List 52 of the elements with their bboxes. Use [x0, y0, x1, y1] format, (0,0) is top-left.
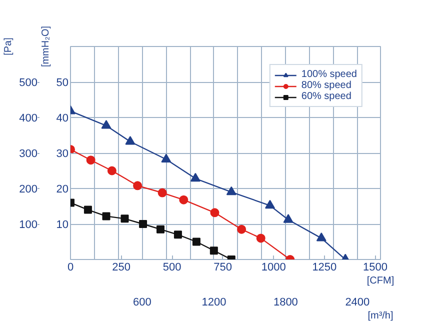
y2-tick-label: 10 — [56, 219, 69, 231]
point — [107, 166, 116, 176]
point — [174, 230, 182, 239]
legend-label: 60% speed — [301, 91, 352, 102]
x2-tick-label: 2400 — [345, 296, 370, 308]
y2-tick-label: 30 — [56, 148, 69, 160]
x-tick-label: 1250 — [312, 262, 337, 274]
y-axis-title: [Pa] — [3, 37, 14, 56]
point — [256, 234, 266, 243]
y-tick-label: 500 — [19, 77, 38, 89]
x-axis-title: [CFM] — [366, 276, 394, 286]
point — [133, 181, 142, 190]
point — [226, 186, 236, 196]
point — [190, 172, 200, 182]
y2-tick-label: 40 — [56, 112, 69, 124]
y2-tick-label: 50 — [56, 77, 69, 89]
legend-label: 80% speed — [301, 80, 352, 91]
point — [101, 120, 112, 129]
x-tick-label: 0 — [67, 262, 74, 274]
x-tick-label: 250 — [112, 262, 130, 274]
point — [237, 224, 246, 234]
x-tick-label: 500 — [162, 262, 182, 274]
point — [158, 188, 167, 198]
point — [84, 206, 92, 214]
point — [210, 208, 220, 218]
x2-axis-title: [m³/h] — [368, 310, 394, 322]
point — [156, 225, 164, 234]
point — [210, 246, 218, 255]
x-tick-label: 1500 — [362, 262, 388, 274]
x2-tick-label: 600 — [133, 296, 152, 308]
point — [179, 195, 188, 204]
y2-axis-title: [mmH₂O] — [40, 26, 52, 68]
x2-tick-label: 1800 — [273, 296, 298, 308]
y-tick-label: 300 — [19, 148, 38, 160]
x-tick-label: 1000 — [261, 262, 286, 274]
x-tick-label: 750 — [214, 262, 232, 274]
y2-tick-label: 20 — [56, 184, 69, 196]
point — [139, 220, 148, 228]
point — [316, 232, 326, 242]
point — [102, 212, 110, 220]
legend-label: 100% speed — [301, 69, 357, 80]
y-tick-label: 400 — [19, 112, 38, 124]
point — [283, 214, 294, 223]
point — [264, 200, 275, 209]
point — [125, 136, 136, 145]
point — [161, 154, 172, 162]
point — [120, 214, 129, 223]
point — [192, 238, 200, 246]
x2-tick-label: 1200 — [202, 296, 226, 308]
y-tick-label: 200 — [19, 184, 38, 196]
y-tick-label: 100 — [19, 219, 38, 231]
point — [86, 156, 96, 165]
